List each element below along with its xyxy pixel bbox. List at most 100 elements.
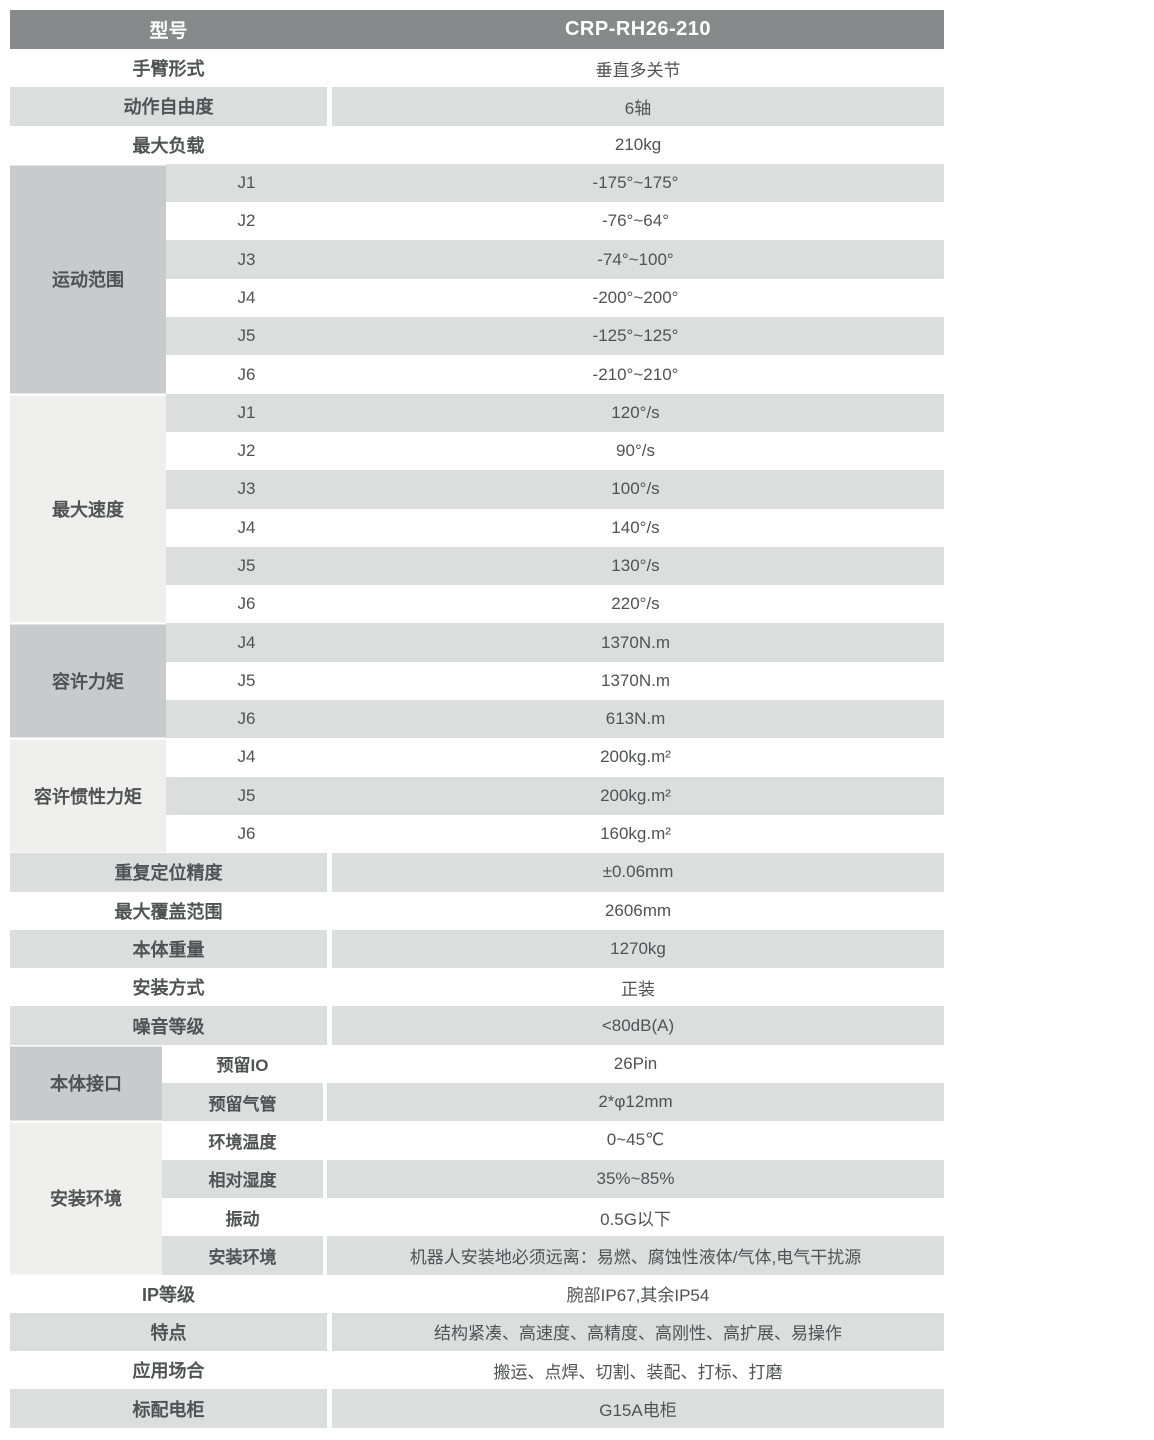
table-row: J6 160kg.m² [166,814,944,854]
row-label: 最大负载 [10,125,327,164]
subrow-value: 613N.m [605,709,666,729]
subrow-band: J4 200kg.m² [166,738,944,777]
column-divider [327,1351,332,1390]
row-value: 搬运、点焊、切割、装配、打标、打磨 [332,1351,944,1390]
table-row: J6 220°/s [166,585,944,624]
subrow-label: J6 [237,709,256,729]
group-rows: 预留IO 26Pin 预留气管 2*φ12mm [162,1044,944,1122]
subrow-label: J4 [237,747,256,767]
column-divider [327,853,332,892]
subrow-label: 安装环境 [162,1236,323,1275]
subrow-value: 1370N.m [601,632,670,652]
table-row: 重复定位精度 ±0.06mm [10,853,944,892]
model-number: CRP-RH26-210 [564,18,712,40]
group-rows: 环境温度 0~45℃ 相对湿度 35%~85% 振动 0.5G以下 安装环境 机器人安装地必须… [162,1121,944,1275]
subrow-label: 环境温度 [162,1121,323,1160]
table-row: 噪音等级 <80dB(A) [10,1006,944,1045]
column-divider [327,929,332,969]
table-row: 安装环境 机器人安装地必须远离：易燃、腐蚀性液体/气体,电气干扰源 [162,1236,944,1275]
column-divider [323,1236,327,1275]
subrow-label: J5 [237,556,256,575]
subrow-label: J3 [237,249,256,269]
subrow-value: 26Pin [327,1044,944,1084]
group-label: 运动范围 [10,163,166,394]
table-row: 安装方式 正装 [10,968,944,1007]
table-row: J1 -175°~175° [166,163,944,203]
table-row: 预留IO 26Pin [162,1044,944,1084]
subrow-label: J4 [237,632,256,652]
table-row: 标配电柜 G15A电柜 [10,1389,944,1428]
subrow-value: -74°~100° [597,249,674,269]
row-value: 正装 [332,968,944,1007]
column-divider [327,1389,332,1428]
subrow-band: J6 613N.m [166,700,944,739]
table-row: 最大负载 210kg [10,125,944,164]
row-label: 手臂形式 [10,49,327,88]
column-divider [327,1274,332,1313]
row-label: 特点 [10,1312,327,1352]
row-value: 腕部IP67,其余IP54 [332,1274,944,1313]
table-row: J6 613N.m [166,700,944,739]
table-row: J5 -125°~125° [166,317,944,356]
subrow-value: 1370N.m [601,670,670,690]
spec-group: 安装环境 环境温度 0~45℃ 相对湿度 35%~85% 振动 0.5G以下 安装环境 机器人安… [10,1121,944,1275]
subrow-value: 140°/s [611,517,660,537]
row-label: 重复定位精度 [10,853,327,892]
table-row: J2 90°/s [166,431,944,471]
subrow-value: -125°~125° [592,326,679,346]
column-divider [323,1159,327,1198]
group-rows: J4 1370N.m J5 1370N.m J6 613N.m [166,623,944,739]
table-row: 动作自由度 6轴 [10,87,944,126]
table-row: 振动 0.5G以下 [162,1197,944,1237]
spec-group: 容许惯性力矩 J4 200kg.m² J5 200kg.m² J6 160kg.m² [10,738,944,854]
table-row: 特点 结构紧凑、高速度、高精度、高刚性、高扩展、易操作 [10,1312,944,1352]
spec-group: 运动范围 J1 -175°~175° J2 -76°~64° J3 -74°~100° J4 -… [10,163,944,394]
subrow-label: J6 [237,364,256,384]
subrow-value: 120°/s [611,402,660,422]
subrow-label: 振动 [162,1197,323,1237]
subrow-label: J4 [237,517,256,537]
subrow-label: J5 [237,326,256,346]
table-row: 相对湿度 35%~85% [162,1159,944,1198]
subrow-band: J5 1370N.m [166,661,944,701]
table-row: J4 200kg.m² [166,738,944,777]
row-label: 最大覆盖范围 [10,891,327,930]
column-divider [323,1044,327,1084]
column-divider [323,1197,327,1237]
subrow-value: 机器人安装地必须远离：易燃、腐蚀性液体/气体,电气干扰源 [327,1236,944,1275]
subrow-label: J6 [237,824,256,844]
row-value: 210kg [332,125,944,164]
column-divider [327,87,332,126]
subrow-label: J1 [237,402,256,422]
subrow-value: -76°~64° [601,211,669,231]
column-divider [323,1083,327,1122]
subrow-label: 相对湿度 [162,1159,323,1198]
subrow-band: J5 200kg.m² [166,776,944,815]
subrow-band: J6 -210°~210° [166,355,944,394]
subrow-band: J2 90°/s [166,431,944,471]
row-value: <80dB(A) [332,1006,944,1045]
column-divider [327,1006,332,1045]
row-label: 本体重量 [10,929,327,969]
subrow-value: 200kg.m² [600,747,671,767]
table-row: J3 -74°~100° [166,240,944,279]
subrow-band: J2 -76°~64° [166,202,944,241]
table-row: 环境温度 0~45℃ [162,1121,944,1160]
group-label: 容许惯性力矩 [10,738,166,854]
table-row: 预留气管 2*φ12mm [162,1083,944,1122]
group-rows: J4 200kg.m² J5 200kg.m² J6 160kg.m² [166,738,944,854]
subrow-label: J5 [237,785,256,805]
row-label: IP等级 [10,1274,327,1313]
row-label: 安装方式 [10,968,327,1007]
subrow-band: J1 120°/s [166,393,944,432]
table-row: J5 1370N.m [166,661,944,701]
group-label: 安装环境 [10,1121,162,1275]
column-divider [327,1312,332,1352]
group-label: 容许力矩 [10,623,166,739]
row-label: 应用场合 [10,1351,327,1390]
row-value: 结构紧凑、高速度、高精度、高刚性、高扩展、易操作 [332,1312,944,1352]
table-row: J5 130°/s [166,546,944,586]
table-row: 应用场合 搬运、点焊、切割、装配、打标、打磨 [10,1351,944,1390]
column-divider [327,891,332,930]
